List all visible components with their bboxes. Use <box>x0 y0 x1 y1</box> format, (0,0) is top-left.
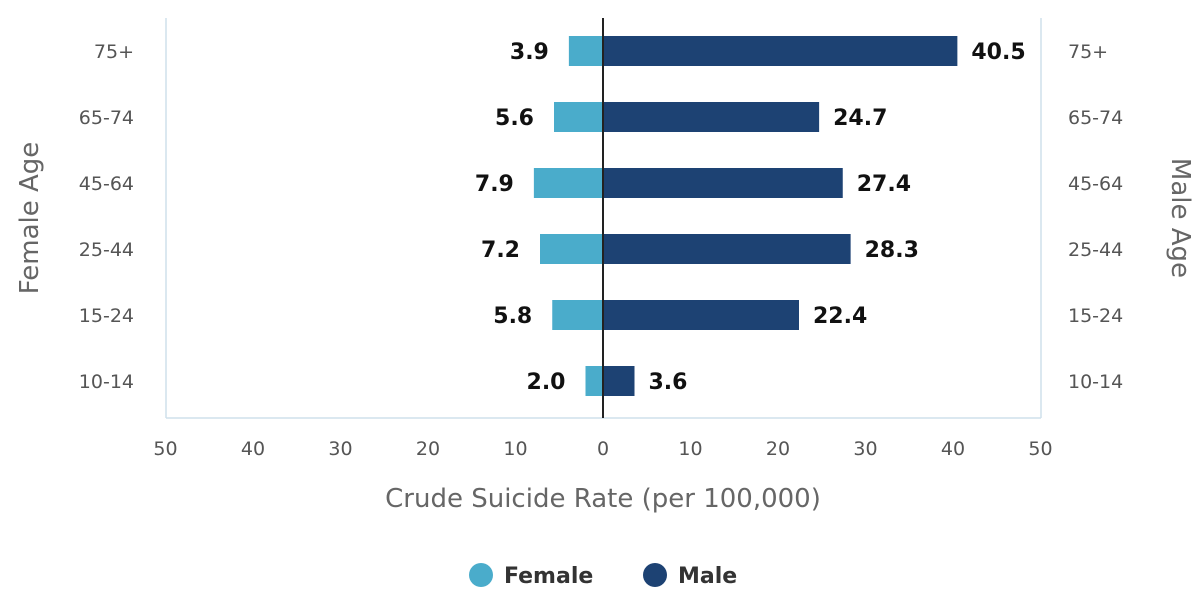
male-value-label: 28.3 <box>865 238 919 263</box>
right-category-label: 65-74 <box>1068 107 1123 129</box>
right-category-label: 45-64 <box>1068 173 1123 195</box>
male-bar <box>603 300 799 330</box>
male-value-label: 3.6 <box>649 370 688 395</box>
male-value-label: 24.7 <box>833 106 887 131</box>
female-value-label: 7.9 <box>475 172 514 197</box>
female-value-label: 5.6 <box>495 106 534 131</box>
x-tick-label: 30 <box>853 438 877 460</box>
female-bar <box>533 168 603 198</box>
x-tick-label: 50 <box>1028 438 1052 460</box>
left-category-label: 45-64 <box>79 173 134 195</box>
female-value-labels: 3.9 5.6 7.9 7.2 5.8 2.0 <box>475 40 566 395</box>
x-tick-label: 40 <box>941 438 965 460</box>
left-category-label: 10-14 <box>79 371 134 393</box>
male-bar <box>603 366 635 396</box>
female-bars <box>533 36 603 396</box>
male-value-labels: 40.5 24.7 27.4 28.3 22.4 3.6 <box>649 40 1026 395</box>
x-tick-label: 50 <box>153 438 177 460</box>
female-bar <box>585 366 603 396</box>
legend-male-label[interactable]: Male <box>678 564 737 589</box>
female-bar <box>552 300 603 330</box>
female-value-label: 7.2 <box>481 238 520 263</box>
female-bar <box>540 234 603 264</box>
left-category-label: 15-24 <box>79 305 134 327</box>
x-tick-label: 20 <box>766 438 790 460</box>
right-category-label: 15-24 <box>1068 305 1123 327</box>
x-tick-label: 10 <box>503 438 527 460</box>
female-value-label: 2.0 <box>527 370 566 395</box>
legend-male-marker[interactable] <box>643 563 667 587</box>
left-category-label: 75+ <box>94 41 134 63</box>
female-bar <box>554 102 603 132</box>
x-axis-title: Crude Suicide Rate (per 100,000) <box>385 484 821 514</box>
female-value-label: 5.8 <box>493 304 532 329</box>
male-value-label: 22.4 <box>813 304 867 329</box>
male-bar <box>603 168 843 198</box>
right-category-label: 10-14 <box>1068 371 1123 393</box>
right-category-labels: 75+ 65-74 45-64 25-44 15-24 10-14 <box>1068 41 1123 393</box>
male-bar <box>603 102 820 132</box>
x-tick-label: 30 <box>328 438 352 460</box>
right-y-axis-title: Male Age <box>1165 158 1194 278</box>
left-category-label: 25-44 <box>79 239 134 261</box>
male-value-label: 27.4 <box>857 172 911 197</box>
male-bar <box>603 36 958 66</box>
right-category-label: 75+ <box>1068 41 1108 63</box>
x-tick-label: 10 <box>678 438 702 460</box>
male-value-label: 40.5 <box>971 40 1025 65</box>
legend-female-label[interactable]: Female <box>504 564 593 589</box>
male-bars <box>603 36 958 396</box>
right-category-label: 25-44 <box>1068 239 1123 261</box>
legend: Female Male <box>469 563 737 589</box>
left-category-label: 65-74 <box>79 107 134 129</box>
x-tick-label: 0 <box>597 438 609 460</box>
female-bar <box>568 36 603 66</box>
left-category-labels: 75+ 65-74 45-64 25-44 15-24 10-14 <box>79 41 134 393</box>
male-bar <box>603 234 851 264</box>
x-tick-label: 20 <box>416 438 440 460</box>
x-tick-labels: 50 40 30 20 10 0 10 20 30 40 50 <box>153 438 1052 460</box>
legend-female-marker[interactable] <box>469 563 493 587</box>
x-tick-label: 40 <box>241 438 265 460</box>
left-y-axis-title: Female Age <box>15 142 45 295</box>
female-value-label: 3.9 <box>510 40 549 65</box>
